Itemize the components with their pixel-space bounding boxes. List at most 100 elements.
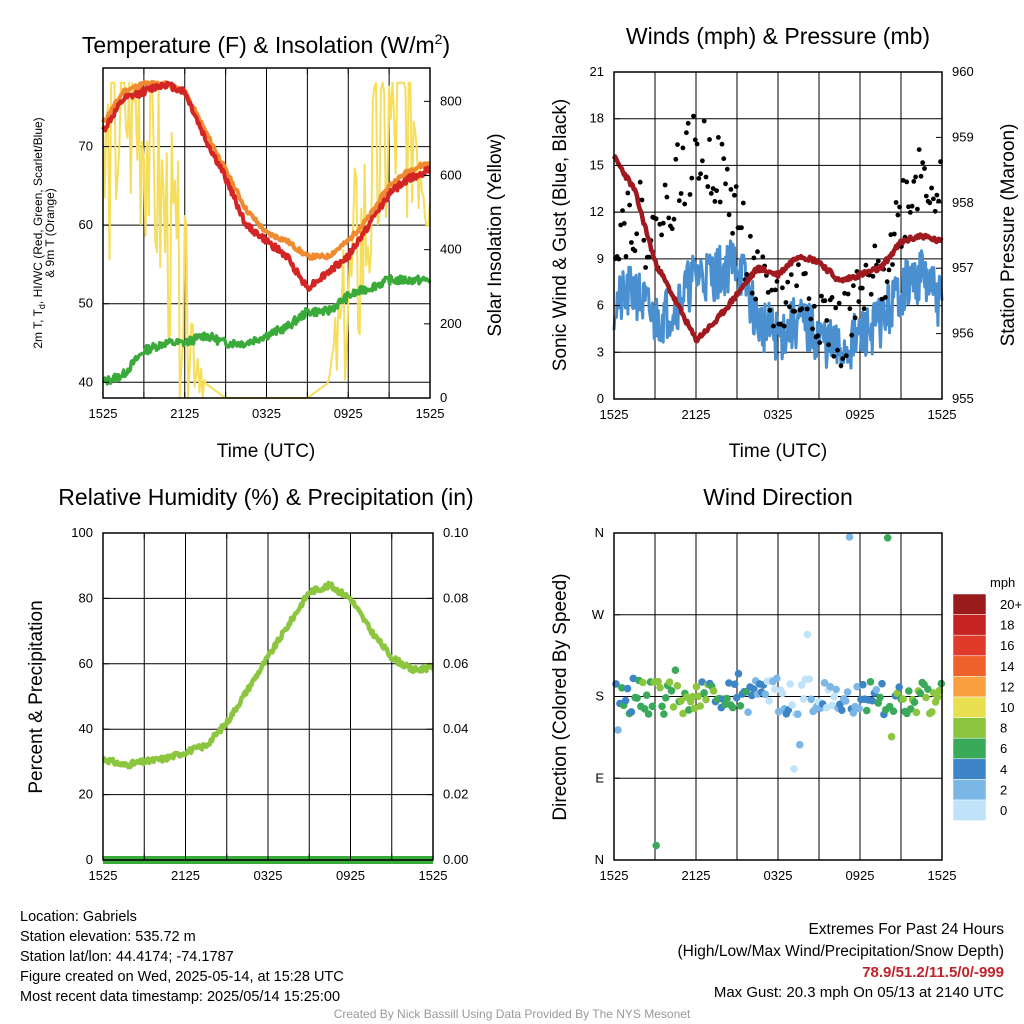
speed-legend-title: mph	[990, 575, 1015, 590]
winds-gust-point	[724, 166, 730, 172]
winds-gust-point	[751, 255, 757, 261]
winds-gust-point	[922, 166, 927, 171]
speed-legend-label: 4	[1000, 762, 1007, 777]
station-latlon: Station lat/lon: 44.4174; -74.1787	[20, 949, 234, 965]
winds-gust-point	[817, 340, 823, 346]
direction-point	[822, 703, 831, 712]
winds-gust-point	[739, 225, 744, 231]
recent-timestamp: Most recent data timestamp: 2025/05/14 1…	[20, 989, 341, 1005]
winds-gust-point	[810, 326, 815, 332]
winds-ylabel: Sonic Wind & Gust (Blue, Black)	[550, 99, 571, 371]
winds-gust-point	[780, 285, 785, 291]
direction-point	[843, 688, 852, 696]
direction-point	[685, 706, 693, 714]
direction-point	[841, 697, 850, 705]
winds-gust-point	[682, 201, 688, 207]
winds-gust-point	[740, 200, 746, 206]
direction-point	[799, 695, 808, 703]
direction-point	[709, 687, 718, 695]
winds-gust-point	[835, 347, 840, 353]
winds-gust-point	[803, 271, 808, 276]
winds-gust-point	[678, 191, 684, 196]
direction-ytick-label: W	[592, 607, 605, 622]
direction-point	[692, 682, 701, 691]
direction-point	[629, 674, 638, 683]
winds-gust-point	[815, 333, 821, 339]
speed-legend-swatch	[952, 655, 987, 677]
winds-gust-point	[826, 342, 831, 348]
direction-point	[761, 690, 770, 699]
winds-gust-point	[666, 215, 672, 221]
direction-point	[721, 700, 729, 709]
winds-gust-point	[730, 230, 735, 236]
speed-legend-label: 20+	[1000, 597, 1022, 612]
winds-gust-point	[708, 191, 714, 196]
temperature-series	[101, 79, 432, 399]
direction-point	[893, 689, 902, 697]
direction-point	[658, 702, 666, 711]
humidity-ytick-label: 80	[79, 590, 93, 605]
winds-gust-point	[748, 233, 753, 239]
winds-gust-point	[680, 145, 686, 151]
humidity-grid	[103, 532, 433, 861]
winds-gust-point	[676, 198, 682, 204]
humidity-ylabel: Percent & Precipitation	[26, 600, 47, 793]
winds-gust-point	[840, 356, 846, 362]
winds-gust-point	[929, 185, 934, 191]
winds-xtick-label: 0925	[846, 407, 875, 422]
humidity-ytick-label: 20	[79, 787, 93, 802]
humidity-y2tick-label: 0.08	[443, 590, 468, 605]
winds-gust-point	[792, 309, 798, 314]
humidity-y2tick-label: 0.06	[443, 656, 468, 671]
direction-point	[832, 685, 840, 694]
winds-title: Winds (mph) & Pressure (mb)	[626, 23, 930, 49]
temperature-xtick-label: 1525	[416, 406, 445, 421]
temperature-series-9m-t	[101, 79, 431, 261]
winds-gust-point	[664, 194, 670, 200]
winds-gust-point	[643, 265, 648, 270]
winds-gust-point	[755, 249, 760, 255]
winds-gust-point	[696, 176, 702, 181]
temperature-y2tick-label: 800	[440, 93, 462, 108]
direction-point	[849, 709, 858, 717]
winds-gust-point	[659, 232, 664, 238]
speed-legend-swatch	[952, 593, 987, 615]
winds-gust-point	[934, 192, 940, 198]
direction-point	[855, 704, 863, 713]
direction-point	[899, 695, 907, 703]
humidity-xtick-label: 0325	[254, 868, 283, 883]
winds-gust-point	[785, 279, 791, 285]
speed-legend: mph 20+ 18 16 14 12 10 8 6 4 2 0	[952, 575, 1022, 821]
winds-gust-point	[861, 306, 867, 312]
direction-point	[627, 708, 636, 716]
winds-gust-point	[923, 193, 929, 199]
direction-point	[773, 674, 781, 683]
humidity-xtick-label: 1525	[419, 868, 448, 883]
winds-gust-point	[765, 290, 771, 295]
winds-ytick-label: 6	[597, 298, 604, 313]
winds-gust-point	[728, 187, 734, 192]
extremes-title: Extremes For Past 24 Hours	[808, 921, 1004, 938]
winds-gust-point	[838, 363, 844, 369]
winds-gust-point	[685, 120, 691, 126]
winds-gust-point	[772, 287, 778, 293]
temperature-xtick-label: 0925	[334, 406, 363, 421]
direction-point	[883, 534, 892, 542]
direction-point	[633, 694, 641, 702]
winds-gust-point	[829, 295, 835, 300]
temperature-panel: Temperature (F) & Insolation (W/m2) 1525…	[31, 31, 506, 462]
humidity-ytick-label: 40	[79, 721, 93, 736]
direction-point	[933, 693, 942, 701]
winds-gust-point	[794, 283, 799, 289]
direction-point	[878, 679, 886, 688]
direction-point	[790, 765, 798, 773]
winds-gust-point	[653, 216, 659, 222]
winds-gust-point	[927, 200, 933, 206]
winds-gust-point	[733, 184, 739, 190]
direction-title: Wind Direction	[703, 484, 853, 510]
direction-xtick-label: 2125	[682, 868, 711, 883]
direction-xtick-label: 0925	[846, 868, 875, 883]
winds-gust-point	[836, 300, 842, 306]
direction-point	[836, 700, 844, 709]
